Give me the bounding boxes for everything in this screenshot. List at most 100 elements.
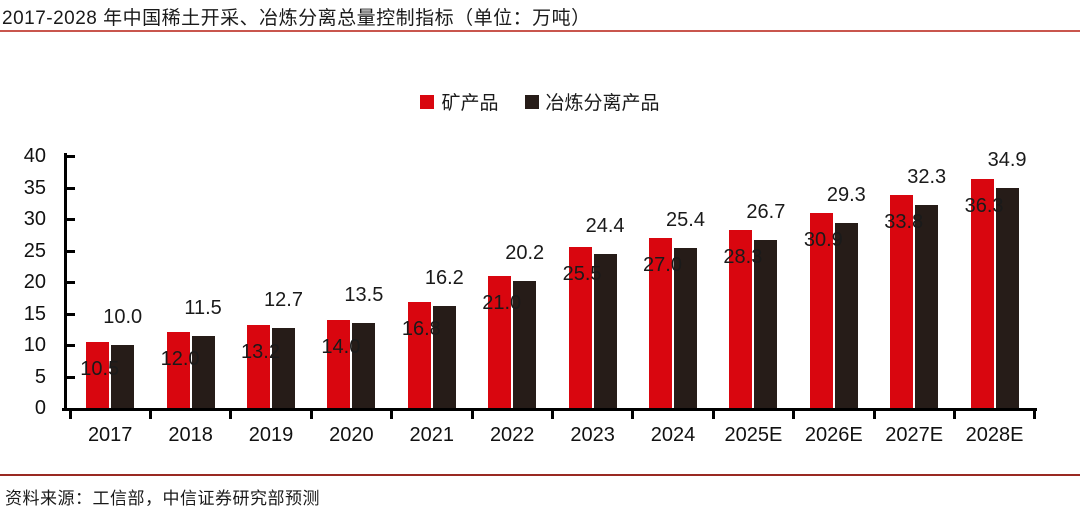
y-axis-tick bbox=[67, 249, 75, 253]
bar-smelting bbox=[191, 335, 215, 408]
value-label-mineral: 13.2 bbox=[241, 340, 280, 363]
value-label-smelting: 10.0 bbox=[103, 306, 143, 328]
bar-mineral bbox=[166, 332, 190, 408]
value-label-smelting: 16.2 bbox=[424, 266, 464, 289]
x-axis-label: 2019 bbox=[248, 424, 294, 446]
bar-mineral bbox=[247, 324, 270, 408]
value-label-mineral: 12.0 bbox=[160, 348, 200, 371]
x-axis-label: 2027E bbox=[885, 424, 944, 446]
x-axis-tick bbox=[550, 411, 554, 419]
legend-swatch-icon bbox=[420, 94, 435, 109]
x-axis-tick bbox=[1033, 411, 1037, 419]
value-label-mineral: 16.8 bbox=[401, 318, 441, 341]
y-axis-line bbox=[64, 153, 67, 411]
bar-smelting bbox=[834, 223, 858, 408]
x-axis-tick bbox=[711, 411, 715, 419]
x-axis-tick bbox=[872, 411, 876, 419]
x-axis-tick bbox=[229, 411, 233, 419]
y-axis-label: 25 bbox=[23, 239, 46, 262]
value-label-smelting: 25.4 bbox=[666, 208, 705, 231]
y-axis-label: 20 bbox=[23, 271, 46, 293]
x-axis-label: 2017 bbox=[87, 424, 133, 446]
legend-label: 矿产品 bbox=[441, 93, 499, 114]
x-axis-tick bbox=[470, 411, 474, 419]
source-rule bbox=[0, 474, 1080, 476]
value-label-mineral: 27.0 bbox=[643, 253, 682, 276]
bar-mineral bbox=[407, 302, 431, 408]
bar-smelting bbox=[593, 254, 617, 408]
y-axis-tick bbox=[67, 155, 75, 158]
value-label-mineral: 30.9 bbox=[803, 229, 843, 252]
bar-mineral bbox=[970, 179, 994, 408]
value-label-mineral: 10.5 bbox=[80, 357, 120, 380]
value-label-mineral: 25.5 bbox=[562, 263, 602, 286]
y-axis-label: 0 bbox=[34, 397, 46, 419]
bar-mineral bbox=[327, 319, 351, 408]
bar-smelting bbox=[272, 327, 295, 408]
x-axis-tick bbox=[390, 411, 394, 419]
legend-item-mineral: 矿产品 bbox=[420, 88, 499, 115]
value-label-smelting: 32.3 bbox=[907, 165, 947, 188]
bar-smelting bbox=[754, 239, 778, 408]
chart-title: 2017-2028 年中国稀土开采、冶炼分离总量控制指标（单位：万吨） bbox=[2, 8, 591, 29]
x-axis-label: 2021 bbox=[409, 424, 455, 446]
value-label-smelting: 29.3 bbox=[826, 184, 866, 207]
y-axis-tick bbox=[67, 281, 75, 284]
bar-smelting bbox=[674, 247, 697, 408]
bar-smelting bbox=[111, 345, 135, 408]
x-axis-label: 2025E bbox=[724, 424, 783, 446]
value-label-mineral: 21.0 bbox=[482, 291, 522, 314]
title-rule bbox=[0, 30, 1080, 32]
y-axis-label: 40 bbox=[23, 145, 46, 167]
y-axis-label: 15 bbox=[23, 302, 46, 325]
x-axis-label: 2022 bbox=[489, 424, 535, 446]
y-axis-label: 30 bbox=[23, 208, 46, 230]
value-label-smelting: 26.7 bbox=[746, 200, 786, 223]
bar-smelting bbox=[513, 280, 537, 408]
x-axis-tick bbox=[631, 411, 635, 419]
bar-mineral bbox=[809, 213, 833, 408]
bar-mineral bbox=[649, 237, 672, 408]
source-note: 资料来源：工信部，中信证券研究部预测 bbox=[5, 489, 320, 508]
x-axis-label: 2026E bbox=[804, 424, 863, 446]
legend-label: 冶炼分离产品 bbox=[545, 93, 660, 114]
y-axis-tick bbox=[67, 375, 75, 379]
value-label-smelting: 20.2 bbox=[505, 241, 545, 264]
y-axis-tick bbox=[67, 312, 75, 316]
bar-smelting bbox=[352, 322, 376, 408]
value-label-smelting: 12.7 bbox=[264, 288, 303, 311]
y-axis-tick bbox=[67, 218, 75, 221]
x-axis-label: 2018 bbox=[168, 424, 213, 446]
value-label-mineral: 33.8 bbox=[884, 211, 924, 234]
value-label-mineral: 14.0 bbox=[321, 335, 361, 358]
y-axis-label: 10 bbox=[23, 334, 46, 356]
value-label-mineral: 36.3 bbox=[964, 195, 1004, 218]
x-axis-tick bbox=[792, 411, 796, 419]
bar-mineral bbox=[86, 341, 110, 408]
legend-swatch-icon bbox=[524, 94, 539, 109]
x-axis-tick bbox=[148, 411, 152, 419]
value-label-smelting: 11.5 bbox=[184, 296, 222, 319]
bar-mineral bbox=[568, 247, 592, 408]
bar-smelting bbox=[995, 188, 1019, 408]
x-axis-label: 2024 bbox=[650, 424, 696, 446]
x-axis-label: 2028E bbox=[965, 424, 1024, 446]
bar-mineral bbox=[488, 275, 512, 408]
y-axis-label: 35 bbox=[23, 176, 46, 199]
value-label-smelting: 24.4 bbox=[585, 215, 625, 238]
y-axis-tick bbox=[67, 344, 75, 347]
x-axis-label: 2020 bbox=[329, 424, 374, 446]
value-label-mineral: 28.3 bbox=[723, 245, 763, 268]
value-label-smelting: 34.9 bbox=[987, 149, 1027, 172]
y-axis-label: 5 bbox=[34, 365, 46, 388]
bar-mineral bbox=[729, 229, 753, 408]
x-axis-tick bbox=[309, 411, 313, 419]
bar-smelting bbox=[915, 204, 939, 408]
legend-item-smelting: 冶炼分离产品 bbox=[524, 88, 660, 115]
bar-smelting bbox=[432, 305, 456, 408]
bar-mineral bbox=[890, 195, 914, 408]
x-axis-tick bbox=[952, 411, 956, 419]
x-axis-line bbox=[62, 408, 1037, 411]
x-axis-label: 2023 bbox=[570, 424, 615, 446]
